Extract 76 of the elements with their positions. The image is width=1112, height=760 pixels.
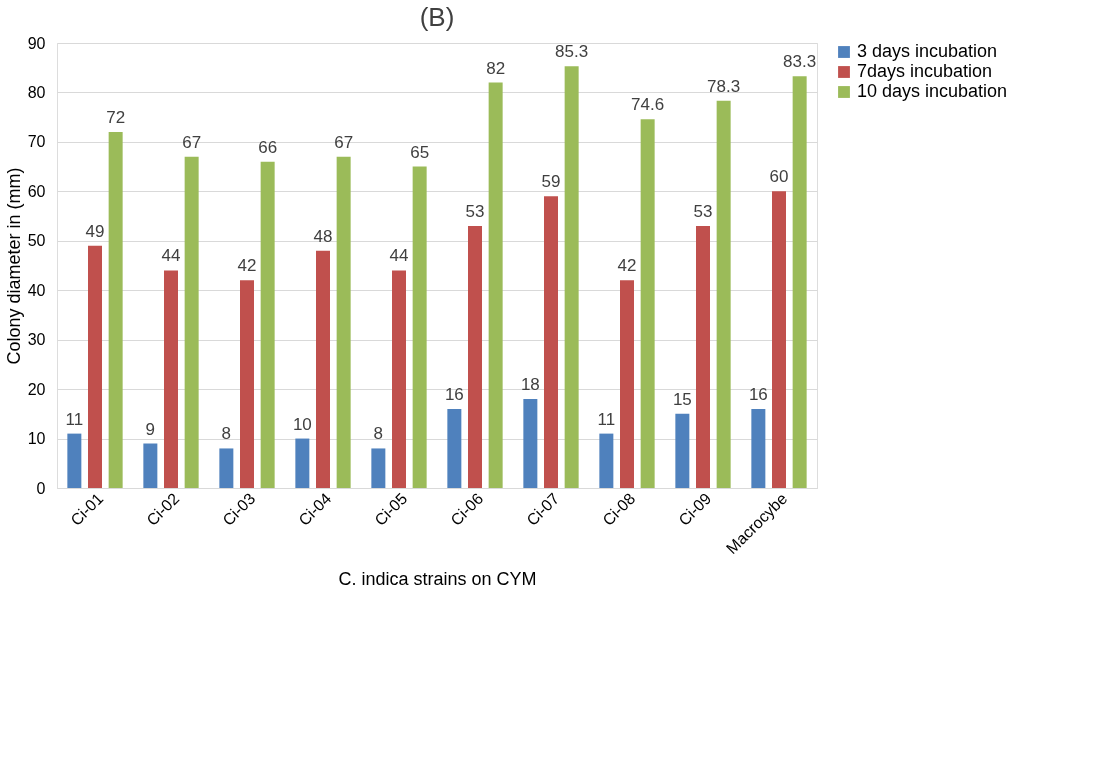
bar <box>564 66 579 488</box>
bar <box>772 191 786 488</box>
bar <box>219 448 234 488</box>
y-tick-label: 50 <box>27 232 46 250</box>
data-label: 49 <box>85 221 105 241</box>
data-label: 42 <box>617 256 637 276</box>
data-label: 8 <box>221 424 232 444</box>
data-label: 67 <box>182 132 202 152</box>
y-tick-label: 60 <box>27 182 46 200</box>
data-label: 74.6 <box>631 95 665 115</box>
bar <box>488 82 503 488</box>
data-label: 15 <box>672 389 692 409</box>
legend-label: 7days incubation <box>857 61 993 81</box>
bar <box>675 413 690 488</box>
bar <box>544 196 558 488</box>
y-tick-label: 0 <box>36 479 46 497</box>
x-axis-title: C. indica strains on CYM <box>338 569 537 590</box>
y-tick-label: 80 <box>27 83 46 101</box>
data-label: 53 <box>693 201 713 221</box>
bar <box>468 225 482 488</box>
bar <box>260 161 275 488</box>
data-label: 60 <box>769 167 789 187</box>
bar <box>108 132 123 488</box>
data-label: 16 <box>748 384 768 404</box>
data-label: 44 <box>161 246 181 266</box>
bar <box>392 270 406 488</box>
data-label: 65 <box>410 142 430 162</box>
data-label: 82 <box>486 58 506 78</box>
bar <box>412 166 427 488</box>
data-label: 72 <box>106 108 126 127</box>
data-label: 78.3 <box>707 76 741 96</box>
bar <box>184 156 199 488</box>
data-label: 44 <box>389 246 409 266</box>
y-axis-title: Colony diameter in (mm) <box>3 167 24 365</box>
y-tick-label: 10 <box>27 430 46 448</box>
bar <box>164 270 178 488</box>
legend-label: 3 days incubation <box>857 41 998 61</box>
data-label: 18 <box>520 375 540 394</box>
y-tick-label: 70 <box>27 133 46 151</box>
bar <box>336 156 351 488</box>
bar <box>696 225 710 488</box>
bar <box>88 245 102 488</box>
y-tick-label: 20 <box>27 380 46 398</box>
bar <box>371 448 386 488</box>
bar <box>316 250 330 488</box>
y-tick-label: 40 <box>27 281 46 299</box>
data-label: 42 <box>237 256 257 276</box>
data-label: 8 <box>373 424 384 444</box>
bar <box>143 443 158 488</box>
y-tick-label: 30 <box>27 331 46 349</box>
data-label: 67 <box>334 132 354 152</box>
data-label: 11 <box>65 409 84 429</box>
bar <box>599 433 614 488</box>
legend-label: 10 days incubation <box>857 81 1008 101</box>
bar <box>751 408 766 488</box>
data-label: 11 <box>597 409 616 429</box>
bar <box>716 100 731 488</box>
data-label: 85.3 <box>555 42 589 62</box>
bar <box>523 399 538 488</box>
bar <box>640 119 655 488</box>
data-label: 66 <box>258 137 278 157</box>
data-label: 9 <box>145 419 156 439</box>
bar <box>792 76 807 488</box>
data-label: 53 <box>465 201 485 221</box>
bar <box>295 438 310 488</box>
bar <box>447 408 462 488</box>
data-label: 10 <box>292 414 312 434</box>
y-tick-label: 90 <box>27 34 46 52</box>
chart-title: (B) <box>419 2 455 32</box>
data-label: 83.3 <box>783 52 817 72</box>
data-label: 59 <box>541 172 561 192</box>
data-label: 16 <box>444 384 464 404</box>
data-label: 48 <box>313 226 333 246</box>
bar <box>240 280 254 488</box>
bar <box>67 433 82 488</box>
bar <box>620 280 634 488</box>
